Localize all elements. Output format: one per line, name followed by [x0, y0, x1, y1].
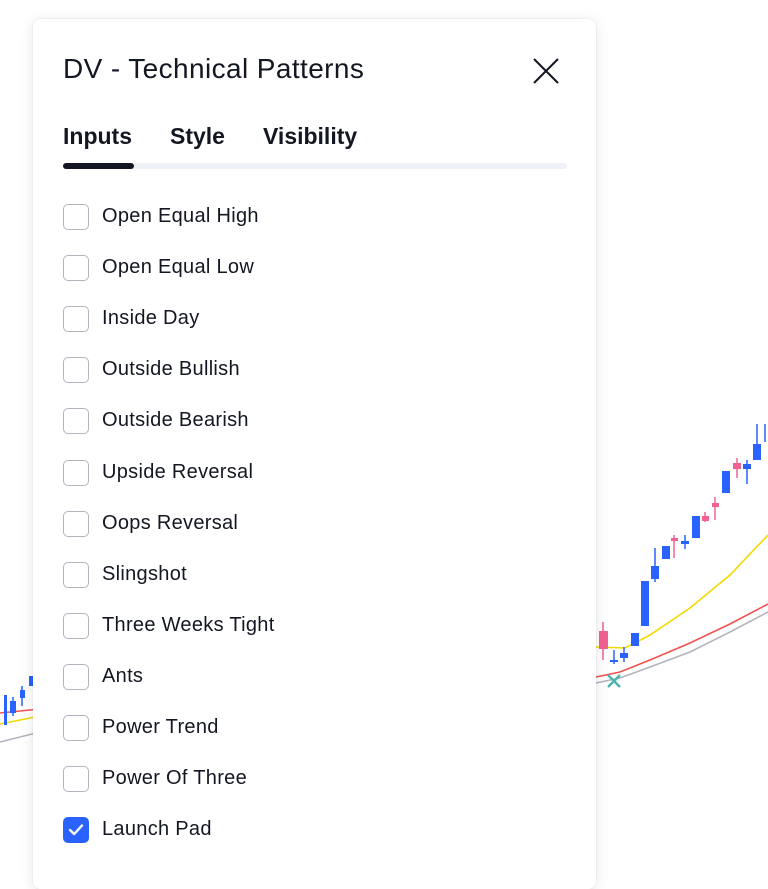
- option-row-power-of-three[interactable]: Power Of Three: [63, 766, 543, 794]
- checkbox[interactable]: [63, 511, 89, 537]
- checkbox[interactable]: [63, 357, 89, 383]
- option-row-oops-reversal[interactable]: Oops Reversal: [63, 511, 543, 539]
- tab-bar: Inputs Style Visibility: [63, 123, 567, 169]
- tab-visibility[interactable]: Visibility: [263, 123, 358, 149]
- checkbox[interactable]: [63, 613, 89, 639]
- checkbox[interactable]: [63, 766, 89, 792]
- close-button[interactable]: [531, 56, 561, 86]
- indicator-settings-dialog: DV - Technical Patterns Inputs Style Vis…: [33, 19, 596, 889]
- option-label: Ants: [102, 665, 144, 687]
- option-label: Three Weeks Tight: [102, 614, 275, 636]
- option-label: Launch Pad: [102, 818, 212, 840]
- candles-left: [4, 676, 34, 725]
- checkbox[interactable]: [63, 255, 89, 281]
- close-icon: [533, 58, 559, 84]
- option-row-launch-pad[interactable]: Launch Pad: [63, 817, 543, 845]
- option-label: Oops Reversal: [102, 512, 239, 534]
- option-label: Inside Day: [102, 307, 200, 329]
- option-row-outside-bullish[interactable]: Outside Bullish: [63, 357, 543, 385]
- option-label: Open Equal Low: [102, 256, 255, 278]
- option-label: Upside Reversal: [102, 461, 254, 483]
- option-row-slingshot[interactable]: Slingshot: [63, 562, 543, 590]
- option-row-three-weeks-tight[interactable]: Three Weeks Tight: [63, 613, 543, 641]
- option-row-outside-bearish[interactable]: Outside Bearish: [63, 408, 543, 436]
- option-row-power-trend[interactable]: Power Trend: [63, 715, 543, 743]
- tab-inputs[interactable]: Inputs: [63, 123, 132, 149]
- checkbox[interactable]: [63, 562, 89, 588]
- tab-style[interactable]: Style: [170, 123, 225, 149]
- option-row-ants[interactable]: Ants: [63, 664, 543, 692]
- candles-right: [599, 424, 766, 664]
- checkbox[interactable]: [63, 664, 89, 690]
- moving-average-mid: [595, 603, 768, 678]
- tab-track: [63, 163, 567, 169]
- option-label: Slingshot: [102, 563, 187, 585]
- checkbox[interactable]: [63, 408, 89, 434]
- option-label: Outside Bullish: [102, 358, 240, 380]
- option-label: Power Of Three: [102, 767, 248, 789]
- checkbox[interactable]: [63, 460, 89, 486]
- option-row-open-equal-low[interactable]: Open Equal Low: [63, 255, 543, 283]
- checkbox[interactable]: [63, 715, 89, 741]
- option-label: Outside Bearish: [102, 409, 249, 431]
- dialog-title: DV - Technical Patterns: [63, 53, 365, 84]
- moving-average-fast: [595, 534, 768, 649]
- option-row-open-equal-high[interactable]: Open Equal High: [63, 204, 543, 232]
- checkbox[interactable]: [63, 306, 89, 332]
- checkbox[interactable]: [63, 204, 89, 230]
- option-row-upside-reversal[interactable]: Upside Reversal: [63, 460, 543, 488]
- option-row-inside-day[interactable]: Inside Day: [63, 306, 543, 334]
- pattern-marker-icon: [607, 674, 621, 688]
- checkmark-icon: [68, 824, 84, 836]
- option-label: Open Equal High: [102, 205, 259, 227]
- checkbox[interactable]: [63, 817, 89, 843]
- active-tab-indicator: [63, 163, 134, 169]
- option-label: Power Trend: [102, 716, 219, 738]
